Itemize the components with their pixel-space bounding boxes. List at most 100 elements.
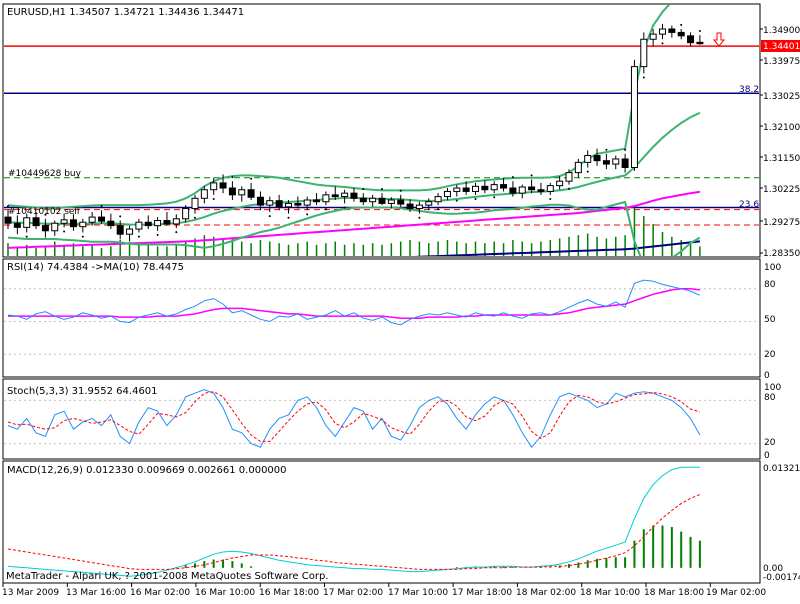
candle-up bbox=[546, 185, 554, 192]
main-panel-frame bbox=[2, 3, 761, 258]
candles bbox=[4, 23, 704, 242]
sar-dot bbox=[306, 213, 309, 216]
macd-signal-line bbox=[7, 494, 701, 570]
candle-up bbox=[51, 222, 59, 232]
rsi-ma-line bbox=[8, 288, 700, 319]
sar-dot bbox=[493, 196, 496, 199]
candle-up bbox=[612, 158, 620, 165]
candle-up bbox=[322, 194, 330, 203]
candle-up bbox=[200, 189, 208, 199]
candle-down bbox=[528, 186, 536, 191]
candle-down bbox=[350, 192, 358, 199]
macd-title: MACD(12,26,9) 0.012330 0.009669 0.002661… bbox=[7, 465, 287, 476]
sar-dot bbox=[511, 176, 514, 179]
candle-up bbox=[453, 187, 461, 192]
sar-dot bbox=[549, 197, 552, 200]
candle-down bbox=[687, 35, 695, 44]
price-label: 1.32100 bbox=[763, 123, 800, 133]
candle-up bbox=[425, 201, 433, 206]
rsi-tick: 20 bbox=[764, 350, 776, 360]
candle-down bbox=[397, 199, 405, 205]
sar-dot bbox=[25, 235, 28, 238]
sar-dot bbox=[642, 76, 645, 79]
sar-dot bbox=[268, 215, 271, 218]
sar-dot bbox=[175, 231, 178, 234]
sar-dot bbox=[661, 42, 664, 45]
price-label: 1.29275 bbox=[763, 218, 800, 228]
candle-down bbox=[677, 31, 685, 37]
candle-down bbox=[406, 203, 414, 210]
sar-dot bbox=[7, 205, 9, 208]
sar-dot bbox=[44, 213, 47, 216]
candle-up bbox=[443, 190, 451, 198]
candle-down bbox=[107, 220, 115, 227]
sar-dot bbox=[100, 205, 103, 208]
candle-down bbox=[163, 220, 171, 225]
sar-dot bbox=[194, 216, 196, 219]
sar-dot bbox=[624, 148, 627, 151]
candle-up bbox=[266, 200, 274, 206]
macd-main-line bbox=[7, 466, 700, 577]
time-label: 18 Mar 02:00 bbox=[516, 588, 576, 598]
sar-dot bbox=[63, 230, 66, 233]
sar-dot bbox=[437, 208, 440, 211]
macd-tick: 0.013213 bbox=[763, 464, 800, 474]
candle-up bbox=[126, 228, 134, 235]
candle-up bbox=[23, 217, 31, 228]
rsi-line bbox=[7, 279, 701, 326]
time-label: 13 Mar 2009 bbox=[2, 588, 59, 598]
candle-down bbox=[313, 199, 321, 203]
sar-dot bbox=[418, 216, 421, 219]
rsi-tick: 0 bbox=[764, 371, 770, 381]
candle-up bbox=[556, 180, 564, 187]
candle-down bbox=[98, 216, 105, 222]
candle-up bbox=[565, 172, 573, 182]
candle-down bbox=[41, 225, 49, 232]
candle-down bbox=[4, 216, 12, 224]
time-label: 17 Mar 18:00 bbox=[452, 588, 512, 598]
sar-dot bbox=[343, 206, 346, 209]
sar-dot bbox=[381, 188, 383, 191]
rsi-tick: 50 bbox=[764, 315, 776, 325]
candle-up bbox=[285, 202, 292, 208]
candle-down bbox=[275, 200, 283, 208]
stoch-tick: 80 bbox=[764, 393, 776, 403]
axes-labels bbox=[2, 28, 763, 587]
candle-down bbox=[378, 197, 386, 204]
candle-down bbox=[462, 187, 470, 192]
price-label: 1.33975 bbox=[763, 57, 800, 67]
sar-dot bbox=[605, 148, 608, 151]
current-price-label: 1.34401 bbox=[763, 42, 800, 52]
candle-up bbox=[210, 182, 218, 191]
stoch-tick: 100 bbox=[764, 383, 781, 393]
sar-dot bbox=[250, 177, 253, 180]
candle-up bbox=[88, 216, 96, 223]
candle-up bbox=[387, 199, 395, 204]
stoch-signal-line bbox=[7, 391, 701, 442]
candle-down bbox=[509, 187, 517, 194]
candle-up bbox=[659, 28, 666, 35]
sar-dot bbox=[324, 208, 327, 211]
candle-down bbox=[69, 219, 77, 228]
candle-up bbox=[649, 33, 657, 40]
time-label: 16 Mar 18:00 bbox=[259, 588, 319, 598]
candle-up bbox=[584, 155, 592, 163]
candle-up bbox=[434, 196, 442, 203]
candle-down bbox=[537, 189, 545, 192]
time-label: 17 Mar 10:00 bbox=[388, 588, 448, 598]
candle-down bbox=[668, 28, 676, 33]
candle-up bbox=[135, 221, 143, 230]
stoch-tick: 0 bbox=[764, 451, 770, 461]
candle-down bbox=[359, 197, 367, 203]
rsi-tick: 100 bbox=[764, 263, 781, 273]
price-label: 1.28350 bbox=[763, 249, 800, 259]
candle-up bbox=[79, 221, 87, 228]
macd-tick: 0.00 bbox=[763, 564, 783, 574]
price-label: 1.30225 bbox=[763, 185, 800, 195]
time-label: 17 Mar 02:00 bbox=[323, 588, 383, 598]
time-label: 13 Mar 16:00 bbox=[66, 588, 126, 598]
rsi-tick: 80 bbox=[764, 280, 776, 290]
candle-down bbox=[247, 189, 255, 198]
